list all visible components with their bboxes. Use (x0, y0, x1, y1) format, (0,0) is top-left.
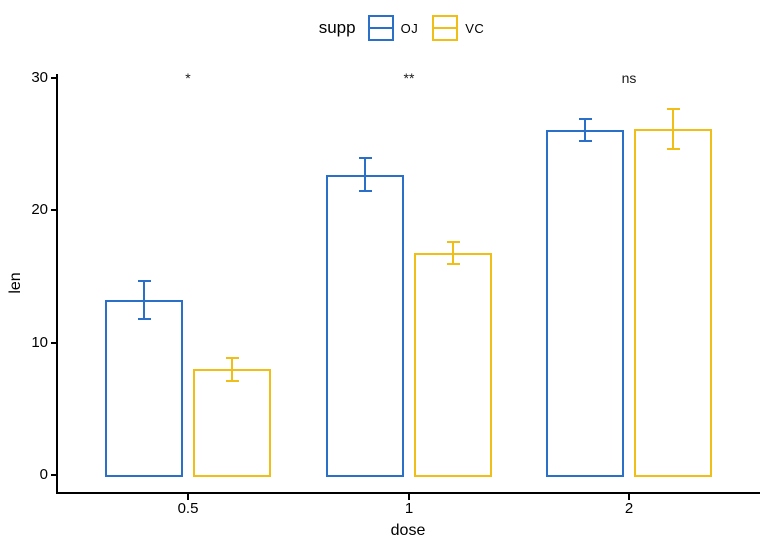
errorbar-key-line-icon (369, 27, 392, 29)
y-tick-mark (51, 209, 57, 212)
bar-VC-2 (634, 129, 712, 477)
error-bar-line-VC-0.5 (231, 357, 233, 381)
bar-VC-1 (414, 253, 492, 477)
error-bar-line-OJ-0.5 (143, 281, 145, 319)
legend-title: supp (318, 18, 356, 37)
error-bar-cap-top-OJ-0.5 (137, 280, 151, 283)
y-tick-mark (51, 341, 57, 344)
significance-label-0.5: * (185, 70, 191, 86)
y-tick-mark (51, 77, 57, 79)
error-bar-cap-bottom-OJ-2 (578, 140, 592, 143)
bar-VC-0.5 (193, 369, 271, 477)
significance-label-2: ns (621, 70, 637, 86)
y-tick-label: 0 (39, 466, 48, 483)
error-bar-cap-bottom-OJ-0.5 (137, 317, 151, 320)
y-tick-mark (51, 474, 57, 476)
x-tick-label: 1 (404, 500, 414, 517)
error-bar-line-OJ-2 (584, 119, 586, 142)
x-axis-line (56, 492, 760, 494)
x-tick-mark (187, 494, 189, 500)
y-axis-line (56, 74, 58, 494)
significance-label-1: ** (403, 70, 415, 86)
legend-label-vc: VC (465, 20, 485, 36)
bar-OJ-0.5 (105, 299, 183, 477)
x-tick-label: 0.5 (177, 500, 199, 517)
legend: supp OJ VC (57, 12, 760, 44)
bar-OJ-2 (546, 130, 624, 477)
bar-OJ-1 (326, 174, 404, 477)
error-bar-cap-bottom-VC-1 (446, 262, 460, 265)
error-bar-cap-top-VC-0.5 (225, 356, 239, 359)
error-bar-line-VC-2 (672, 108, 674, 150)
legend-item-vc: VC (432, 15, 484, 41)
error-bar-cap-top-VC-1 (446, 241, 460, 244)
y-tick-label: 20 (31, 201, 48, 219)
x-tick-mark (408, 494, 410, 500)
error-bar-cap-bottom-VC-2 (666, 148, 680, 151)
legend-key-vc-icon (432, 15, 459, 41)
errorbar-key-line-icon (434, 27, 457, 29)
error-bar-cap-top-VC-2 (666, 107, 680, 110)
x-axis-title: dose (390, 522, 426, 539)
error-bar-cap-top-OJ-1 (358, 157, 372, 160)
x-tick-mark (628, 494, 630, 500)
x-tick-label: 2 (624, 500, 634, 517)
error-bar-line-VC-1 (452, 242, 454, 264)
legend-key-oj-icon (367, 15, 394, 41)
error-bar-line-OJ-1 (364, 158, 366, 191)
y-axis-title: len (7, 272, 24, 294)
legend-item-oj: OJ (367, 15, 419, 41)
error-bar-cap-bottom-VC-0.5 (225, 379, 239, 382)
y-tick-label: 10 (31, 333, 48, 351)
error-bar-cap-bottom-OJ-1 (358, 190, 372, 192)
y-tick-label: 30 (31, 69, 48, 86)
error-bar-cap-top-OJ-2 (578, 118, 592, 121)
legend-label-oj: OJ (400, 20, 419, 36)
